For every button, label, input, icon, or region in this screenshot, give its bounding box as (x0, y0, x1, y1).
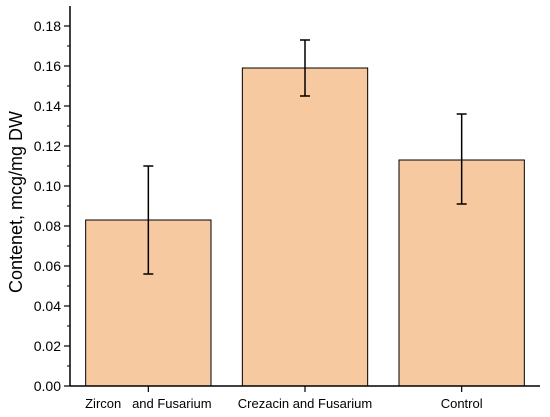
x-tick-label: Control (441, 396, 483, 411)
x-tick-label: Zircon and Fusarium (85, 396, 211, 411)
y-tick-label: 0.16 (34, 58, 61, 74)
y-tick-label: 0.06 (34, 258, 61, 274)
y-tick-label: 0.08 (34, 218, 61, 234)
y-tick-label: 0.02 (34, 338, 61, 354)
x-tick-label: Crezacin and Fusarium (238, 396, 372, 411)
y-tick-label: 0.10 (34, 178, 61, 194)
y-tick-label: 0.18 (34, 18, 61, 34)
plot-area: Zircon and Fusarium Crezacin and Fusarium… (34, 6, 540, 411)
y-tick-label: 0.00 (34, 378, 61, 394)
bar (241, 67, 369, 387)
y-tick-label: 0.12 (34, 138, 61, 154)
y-tick-label: 0.14 (34, 98, 61, 114)
y-axis-title: Contenet, mcg/mg DW (6, 111, 26, 293)
y-tick-label: 0.04 (34, 298, 61, 314)
